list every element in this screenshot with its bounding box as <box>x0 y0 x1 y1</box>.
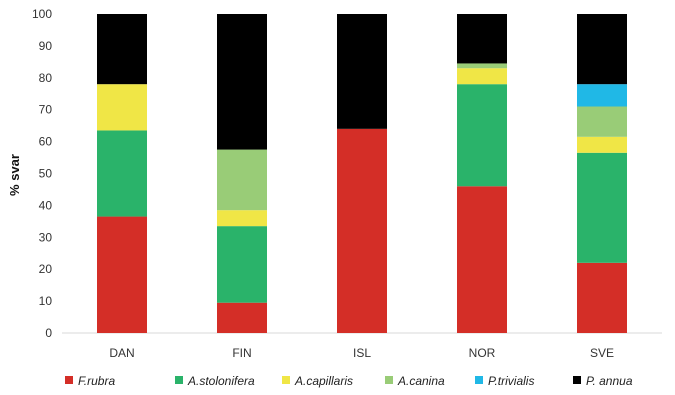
y-tick-label: 20 <box>39 262 53 276</box>
bar-stack-fin <box>217 14 267 333</box>
y-tick-label: 70 <box>39 103 53 117</box>
y-tick-label: 50 <box>39 167 53 181</box>
bar-segment <box>217 14 267 150</box>
bar-segment <box>217 210 267 227</box>
x-tick-label: FIN <box>232 346 251 360</box>
legend-swatch <box>65 376 73 384</box>
bar-stack-sve <box>577 14 627 333</box>
y-tick-label: 10 <box>39 294 53 308</box>
bar-segment <box>457 84 507 187</box>
bar-segment <box>97 84 147 131</box>
x-axis-ticks: DAN FIN ISL NOR SVE <box>109 346 614 360</box>
legend-label: P. annua <box>586 374 633 388</box>
bar-segment <box>97 216 147 333</box>
y-tick-label: 100 <box>32 7 52 21</box>
bar-segment <box>577 106 627 137</box>
y-tick-label: 40 <box>39 198 53 212</box>
bar-stack-dan <box>97 14 147 333</box>
bar-segment <box>577 152 627 263</box>
y-tick-label: 0 <box>45 326 52 340</box>
legend-item: F.rubra <box>65 374 115 388</box>
bar-segment <box>97 14 147 85</box>
legend-item: A.capillaris <box>282 374 353 388</box>
bar-segment <box>577 136 627 153</box>
legend-swatch <box>282 376 290 384</box>
bar-segment <box>577 262 627 333</box>
x-tick-label: NOR <box>469 346 496 360</box>
legend-label: A.canina <box>397 374 445 388</box>
legend-swatch <box>385 376 393 384</box>
legend: F.rubra A.stolonifera A.capillaris A.canina… <box>65 374 633 388</box>
bar-segment <box>577 14 627 85</box>
bar-segment <box>217 149 267 211</box>
legend-swatch <box>573 376 581 384</box>
x-tick-label: SVE <box>590 346 614 360</box>
bar-segment <box>457 14 507 64</box>
bar-segment <box>337 128 387 333</box>
legend-swatch <box>175 376 183 384</box>
legend-label: A.stolonifera <box>187 374 255 388</box>
x-tick-label: DAN <box>109 346 134 360</box>
bar-segment <box>577 84 627 107</box>
legend-label: P.trivialis <box>488 374 534 388</box>
bar-segment <box>457 63 507 69</box>
legend-item: P.trivialis <box>475 374 534 388</box>
bar-segment <box>97 130 147 217</box>
legend-item: A.stolonifera <box>175 374 255 388</box>
y-tick-label: 30 <box>39 230 53 244</box>
bar-segment <box>337 14 387 129</box>
bars-group <box>97 14 627 333</box>
bar-segment <box>217 226 267 303</box>
y-tick-label: 90 <box>39 39 53 53</box>
bar-segment <box>217 302 267 333</box>
legend-label: F.rubra <box>78 374 115 388</box>
y-axis-ticks: 0 10 20 30 40 50 60 70 80 90 100 <box>32 7 52 340</box>
y-axis-label: % svar <box>7 154 22 196</box>
legend-label: A.capillaris <box>294 374 353 388</box>
bar-stack-isl <box>337 14 387 333</box>
bar-stack-nor <box>457 14 507 333</box>
legend-item: A.canina <box>385 374 445 388</box>
bar-segment <box>457 68 507 85</box>
y-tick-label: 60 <box>39 135 53 149</box>
bar-segment <box>457 186 507 333</box>
legend-item: P. annua <box>573 374 633 388</box>
x-tick-label: ISL <box>353 346 371 360</box>
legend-swatch <box>475 376 483 384</box>
y-tick-label: 80 <box>39 71 53 85</box>
